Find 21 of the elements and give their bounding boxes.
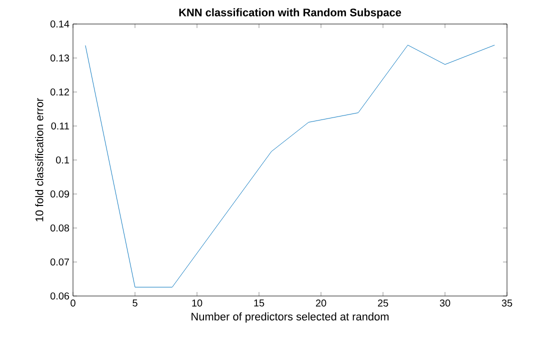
y-tick-label: 0.06 — [50, 292, 70, 300]
y-tick-label: 0.12 — [50, 88, 69, 96]
y-tick-label: 0.11 — [51, 122, 70, 130]
x-tick-label: 35 — [502, 300, 512, 307]
x-tick-label: 15 — [254, 300, 264, 306]
chart-title: KNN classification with Random Subspace — [179, 8, 402, 18]
line-series — [85, 44, 495, 288]
x-tick-label: 10 — [192, 300, 202, 307]
x-tick-label: 30 — [440, 300, 450, 307]
x-tick-label: 20 — [316, 300, 326, 307]
y-tick-label: 0.07 — [50, 258, 69, 266]
y-tick-label: 0.14 — [50, 20, 70, 28]
x-tick-label: 5 — [132, 300, 138, 306]
x-tick-label: 25 — [378, 300, 388, 307]
y-axis-title: 10 fold classification error — [35, 98, 44, 222]
y-tick-label: 0.08 — [50, 224, 70, 232]
x-axis-title: Number of predictors selected at random — [192, 312, 389, 323]
y-tick-label: 0.1 — [56, 156, 70, 164]
y-tick-label: 0.13 — [50, 54, 70, 62]
x-tick-label: 0 — [70, 300, 76, 307]
y-tick-label: 0.09 — [50, 190, 70, 198]
